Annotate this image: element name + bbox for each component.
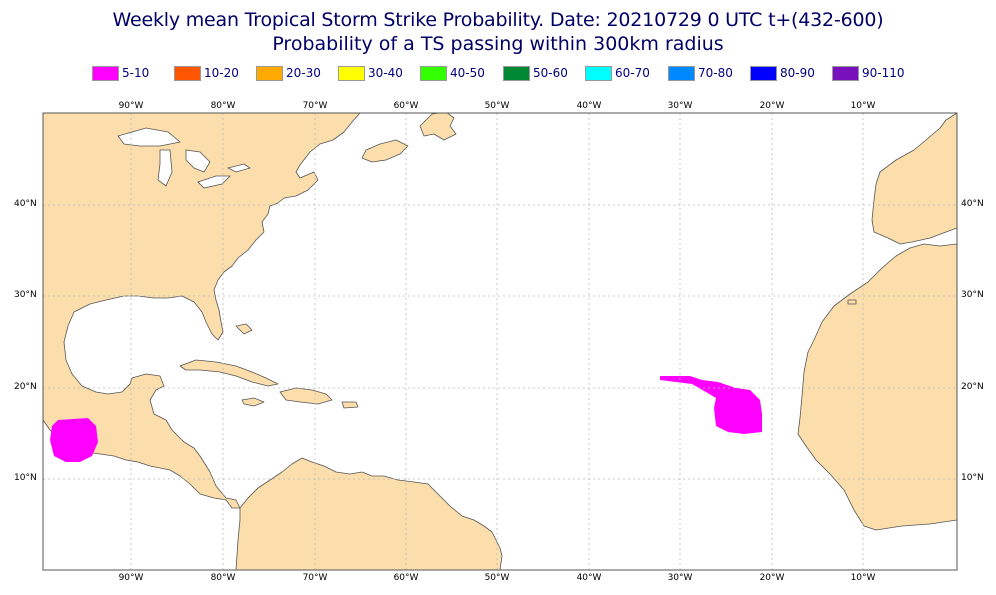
lake-michigan: [157, 149, 173, 187]
legend-swatch: [503, 66, 530, 81]
legend-label: 20-30: [286, 66, 321, 80]
legend-swatch: [668, 66, 695, 81]
bahamas-island: [235, 323, 253, 335]
lon-label: 40°W: [576, 573, 602, 583]
lon-label: 70°W: [302, 573, 328, 583]
legend-swatch: [256, 66, 283, 81]
legend-swatch: [832, 66, 859, 81]
europe-landmass: [871, 113, 957, 245]
legend-swatch: [585, 66, 612, 81]
lon-label: 50°W: [484, 101, 510, 111]
lon-label: 60°W: [393, 101, 419, 111]
lon-label: 30°W: [667, 573, 693, 583]
lon-label: 90°W: [118, 573, 144, 583]
lon-label: 40°W: [576, 101, 602, 111]
lon-label: 50°W: [484, 573, 510, 583]
legend-label: 70-80: [698, 66, 733, 80]
legend-label: 10-20: [204, 66, 239, 80]
legend-label: 50-60: [533, 66, 568, 80]
lon-label: 20°W: [759, 101, 785, 111]
jamaica-island: [241, 397, 265, 407]
newfoundland-landmass: [419, 113, 457, 141]
lon-label: 30°W: [667, 101, 693, 111]
legend-swatch: [92, 66, 119, 81]
lon-label: 60°W: [393, 573, 419, 583]
lat-label: 10°N: [961, 473, 984, 483]
south-america-landmass: [235, 457, 503, 570]
lat-label: 40°N: [961, 199, 984, 209]
north-america-landmass: [43, 113, 361, 509]
map-title: Weekly mean Tropical Storm Strike Probab…: [112, 9, 884, 31]
graticule: [43, 113, 957, 570]
legend-label: 80-90: [780, 66, 815, 80]
africa-landmass: [797, 243, 957, 531]
nova-scotia-landmass: [361, 139, 409, 163]
lon-label: 90°W: [118, 101, 144, 111]
legend-swatch: [338, 66, 365, 81]
probability-area-5-10-mexico: [50, 418, 98, 462]
land-masses: [43, 113, 957, 570]
lon-label: 80°W: [210, 101, 236, 111]
legend-swatch: [420, 66, 447, 81]
lat-label: 20°N: [961, 382, 984, 392]
lon-label: 80°W: [210, 573, 236, 583]
legend-label: 40-50: [450, 66, 485, 80]
map-subtitle: Probability of a TS passing within 300km…: [272, 33, 724, 55]
strike-probability-areas: [50, 376, 762, 462]
lake-huron: [185, 149, 211, 173]
lat-label: 30°N: [14, 290, 37, 300]
lat-label: 10°N: [14, 473, 37, 483]
lon-label: 20°W: [759, 573, 785, 583]
legend-label: 60-70: [615, 66, 650, 80]
legend-swatch: [750, 66, 777, 81]
lon-label: 10°W: [850, 573, 876, 583]
lon-label: 10°W: [850, 101, 876, 111]
great-lakes: [117, 127, 251, 189]
legend-swatch: [174, 66, 201, 81]
hispaniola-island: [279, 387, 333, 405]
legend-label: 5-10: [122, 66, 150, 80]
lat-label: 30°N: [961, 290, 984, 300]
legend-label: 90-110: [862, 66, 905, 80]
lat-label: 20°N: [14, 382, 37, 392]
puerto-rico-island: [341, 401, 359, 409]
lake-ontario: [226, 163, 251, 173]
cuba-island: [179, 359, 279, 387]
lon-label: 70°W: [302, 101, 328, 111]
probability-area-5-10-atlantic: [660, 376, 762, 434]
legend-label: 30-40: [368, 66, 403, 80]
lake-superior: [117, 127, 181, 147]
lat-label: 40°N: [14, 199, 37, 209]
map-frame: [42, 112, 958, 571]
canary-islands: [847, 299, 857, 305]
probability-legend: 5-10 10-20 20-30 30-40 40-50 50-60 60-70…: [0, 64, 996, 84]
lake-erie: [197, 175, 231, 189]
